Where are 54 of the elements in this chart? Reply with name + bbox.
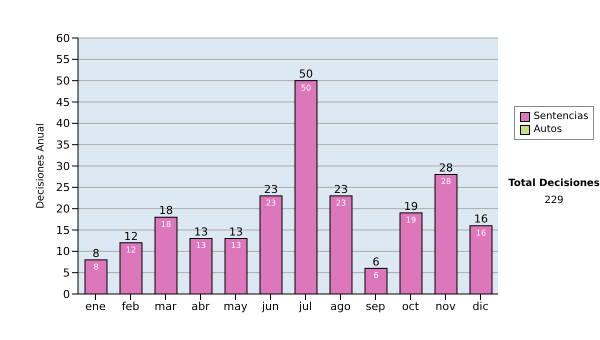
x-tick-label: ene	[85, 300, 106, 313]
y-tick-label: 25	[56, 181, 70, 194]
y-tick-label: 35	[56, 138, 70, 152]
y-tick-label: 60	[56, 32, 70, 45]
data-label: 13	[230, 241, 242, 250]
data-label: 8	[93, 262, 99, 272]
text: Total Decisiones	[508, 178, 600, 189]
x-tick-label: mar	[154, 300, 177, 313]
y-tick-label: 15	[56, 224, 70, 237]
y-tick-label: 55	[56, 53, 70, 66]
total-label: 28	[439, 162, 453, 175]
total-label: 23	[264, 182, 278, 196]
legend-label: Sentencias	[534, 110, 588, 123]
x-tick-label: abr	[191, 300, 210, 313]
data-label: 23	[266, 198, 276, 208]
x-tick-label: may	[224, 300, 248, 313]
total-label: 12	[124, 230, 138, 243]
legend-label: Autos	[534, 123, 562, 136]
data-label: 28	[440, 177, 452, 186]
total-label: 23	[334, 182, 348, 196]
x-tick-label: ago	[330, 300, 351, 313]
x-tick-label: sep	[366, 300, 386, 313]
total-label: 8	[92, 246, 100, 260]
data-label: 50	[300, 83, 312, 92]
y-tick-label: 40	[56, 117, 70, 130]
data-label: 16	[476, 228, 486, 238]
total-label: 13	[194, 226, 208, 239]
x-tick-label: feb	[122, 300, 140, 313]
y-tick-label: 20	[56, 202, 70, 216]
total-label: 50	[299, 68, 313, 81]
text: 229	[544, 195, 564, 206]
data-label: 18	[160, 220, 172, 229]
data-label: 19	[406, 216, 416, 225]
x-tick-label: dic	[472, 300, 489, 313]
total-label: 16	[474, 212, 488, 226]
total-label: 18	[159, 204, 173, 218]
total-label: 19	[404, 200, 418, 213]
data-label: 23	[336, 198, 346, 208]
total-label: 13	[229, 226, 243, 239]
y-axis-title: Decisiones Anual	[36, 123, 47, 209]
x-tick-label: jul	[298, 300, 312, 313]
y-tick-label: 50	[56, 74, 70, 88]
x-tick-label: nov	[435, 300, 456, 313]
y-tick-label: 45	[56, 96, 70, 109]
x-tick-label: oct	[402, 300, 420, 313]
data-label: 13	[196, 241, 206, 250]
y-tick-label: 30	[56, 160, 70, 173]
x-tick-label: jun	[261, 300, 280, 313]
y-tick-label: 10	[56, 245, 70, 258]
total-label: 6	[372, 255, 380, 268]
data-label: 6	[373, 271, 379, 280]
y-tick-label: 5	[63, 266, 70, 280]
data-label: 12	[126, 245, 136, 254]
y-tick-label: 0	[63, 288, 70, 301]
